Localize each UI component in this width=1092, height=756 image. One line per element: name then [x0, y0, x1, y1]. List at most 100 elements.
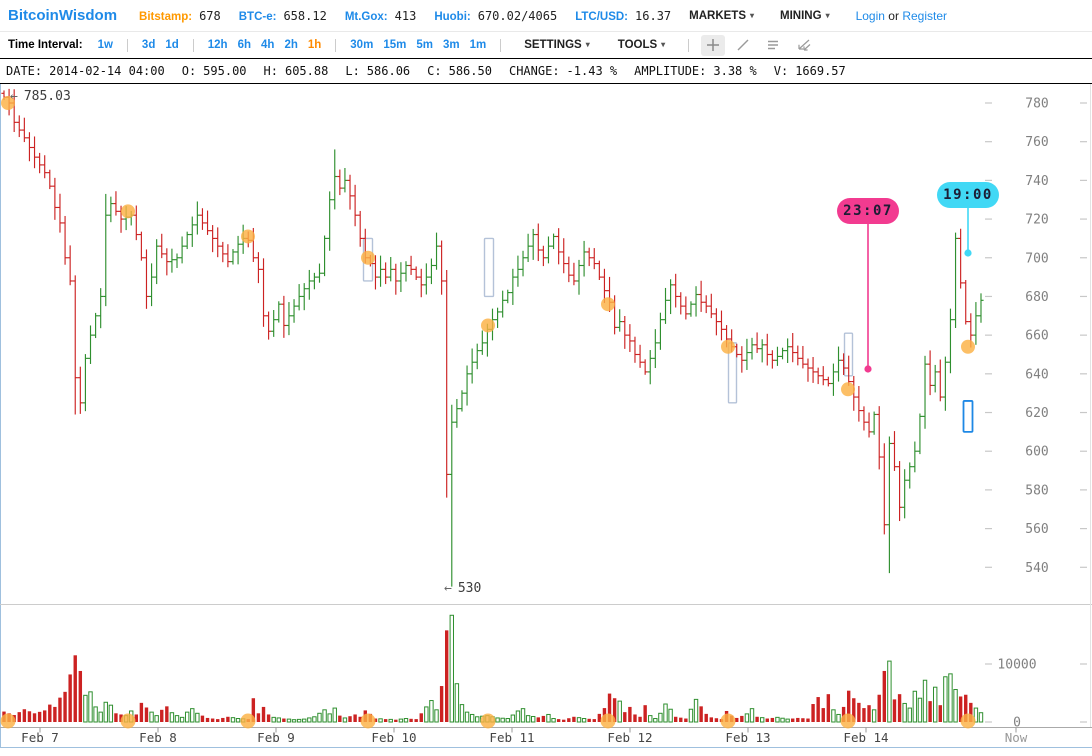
left-arrow-icon: ← [10, 89, 18, 104]
ticker-value: 16.37 [635, 8, 672, 23]
ticker-item[interactable]: Bitstamp: 678 [139, 9, 221, 23]
ohlc-field: C: 586.50 [427, 64, 492, 78]
svg-text:760: 760 [1025, 135, 1048, 150]
svg-text:560: 560 [1025, 522, 1048, 537]
markets-menu[interactable]: MARKETS ▾ [689, 10, 754, 22]
login-link[interactable]: Login [855, 8, 885, 23]
interval-toolbar: Time Interval: 1w 3d 1d 12h 6h 4h 2h 1h 30m 15m 5m… [0, 32, 1092, 58]
markets-menu-label: MARKETS [689, 9, 747, 22]
svg-text:Feb 7: Feb 7 [21, 730, 59, 745]
ohlc-info-bar: DATE: 2014-02-14 04:00 O: 595.00 H: 605.88 L: 5… [0, 58, 1092, 84]
interval-link-3m[interactable]: 3m [442, 39, 460, 51]
interval-link-12h[interactable]: 12h [207, 39, 228, 51]
ohlc-field-value: 595.00 [203, 64, 247, 78]
ohlc-field: H: 605.88 [264, 64, 329, 78]
ticker-label: BTC-e: [238, 10, 277, 23]
ohlc-field-value: 2014-02-14 04:00 [49, 64, 165, 78]
price-volume-chart[interactable]: 780 760 740 720 700 680 660 640 620 600 580 560 540 1… [0, 84, 1092, 756]
app-logo[interactable]: BitcoinWisdom [8, 7, 118, 24]
interval-link-1m[interactable]: 1m [469, 39, 487, 51]
settings-menu[interactable]: SETTINGS ▾ [524, 39, 590, 51]
chart-area: 780 760 740 720 700 680 660 640 620 600 580 560 540 1… [0, 84, 1092, 756]
interval-group-divider [126, 38, 128, 52]
register-link[interactable]: Register [902, 8, 947, 23]
svg-text:10000: 10000 [997, 658, 1036, 673]
order-marker-boxes [362, 237, 974, 433]
interval-link-3d[interactable]: 3d [141, 39, 156, 51]
svg-text:Feb 13: Feb 13 [725, 730, 770, 745]
interval-group-divider [335, 38, 337, 52]
interval-link-1w[interactable]: 1w [97, 39, 113, 51]
interval-link-30m[interactable]: 30m [350, 39, 374, 51]
interval-group-divider [192, 38, 194, 52]
interval-link-5m[interactable]: 5m [416, 39, 433, 51]
toolbar-divider [688, 38, 690, 52]
ticker-value: 678 [199, 8, 221, 23]
ohlc-field: V: 1669.57 [774, 64, 846, 78]
time-alert-pill-pink[interactable]: 23:07 [837, 198, 899, 224]
interval-group-divider [500, 38, 502, 52]
chevron-down-icon: ▾ [825, 10, 830, 20]
crosshair-tool-button[interactable] [701, 34, 726, 56]
svg-text:Feb 11: Feb 11 [489, 730, 534, 745]
session-low-annotation: ← 530 [444, 581, 481, 596]
ticker-value: 670.02/4065 [477, 8, 558, 23]
interval-link-6h[interactable]: 6h [237, 39, 252, 51]
or-text: or [888, 8, 899, 23]
ticker-item[interactable]: Huobi: 670.02/4065 [434, 9, 557, 23]
svg-text:Feb 12: Feb 12 [607, 730, 652, 745]
tools-menu-label: TOOLS [617, 39, 658, 51]
ohlc-field-value: 3.38 % [713, 64, 757, 78]
svg-text:600: 600 [1025, 445, 1048, 460]
svg-text:Feb 8: Feb 8 [139, 730, 177, 745]
time-axis: Feb 7 Feb 8 Feb 9 Feb 10 Feb 11 Feb 12 Feb 13 F… [21, 727, 1028, 745]
session-high-annotation: ← 785.03 [10, 89, 71, 104]
daily-marker-dots [0, 96, 976, 729]
auth-links: Login or Register [856, 9, 947, 23]
angle-tool-icon [798, 39, 811, 51]
interval-link-4h[interactable]: 4h [261, 39, 275, 51]
ohlc-field: DATE: 2014-02-14 04:00 [6, 64, 165, 78]
ohlc-field-label: L: [345, 64, 360, 78]
svg-text:580: 580 [1025, 483, 1048, 498]
crosshair-tool-icon [707, 39, 720, 51]
horizontal-line-tool-button[interactable] [761, 35, 785, 56]
ticker-list: Bitstamp: 678 BTC-e: 658.12 Mt.Gox: 413 Huobi:… [139, 9, 689, 23]
ticker-item[interactable]: BTC-e: 658.12 [239, 9, 327, 23]
trendline-tool-icon [737, 39, 749, 51]
candles-layer [1, 88, 984, 587]
svg-text:Feb 9: Feb 9 [257, 730, 295, 745]
ohlc-field-value: 586.06 [366, 64, 411, 78]
ticker-item[interactable]: Mt.Gox: 413 [345, 9, 417, 23]
ticker-label: Bitstamp: [139, 10, 193, 23]
ohlc-field-value: 605.88 [284, 64, 329, 78]
interval-link-2h[interactable]: 2h [284, 39, 298, 51]
interval-link-15m[interactable]: 15m [383, 39, 407, 51]
tools-menu[interactable]: TOOLS ▾ [618, 39, 665, 51]
chevron-down-icon: ▾ [585, 40, 590, 49]
price-axis: 780 760 740 720 700 680 660 640 620 600 580 560 540 1… [985, 97, 1087, 731]
chart-frame [0, 84, 1092, 748]
ohlc-field: O: 595.00 [182, 64, 247, 78]
time-interval-label: Time Interval: [8, 39, 83, 51]
svg-text:720: 720 [1025, 213, 1048, 228]
mining-menu[interactable]: MINING ▾ [780, 10, 830, 22]
ticker-item[interactable]: LTC/USD: 16.37 [575, 9, 671, 23]
svg-text:640: 640 [1025, 367, 1048, 382]
ohlc-field-label: AMPLITUDE: [634, 64, 707, 78]
ohlc-field-value: 1669.57 [795, 64, 846, 78]
ohlc-field-value: -1.43 % [566, 64, 618, 78]
angle-tool-button[interactable] [791, 35, 815, 56]
time-alert-pill-cyan[interactable]: 19:00 [937, 182, 999, 208]
ticker-label: Huobi: [434, 10, 471, 23]
svg-text:700: 700 [1025, 251, 1048, 266]
ohlc-field-label: DATE: [6, 64, 43, 78]
chevron-down-icon: ▾ [750, 10, 755, 20]
interval-link-1h[interactable]: 1h [307, 39, 322, 51]
interval-link-group: 1w 3d 1d 12h 6h 4h 2h 1h 30m 15m 5m 3m 1m [93, 38, 511, 52]
ohlc-field-value: 586.50 [448, 64, 492, 78]
trendline-tool-button[interactable] [731, 35, 755, 56]
interval-link-1d[interactable]: 1d [165, 39, 179, 51]
svg-text:620: 620 [1025, 406, 1048, 421]
ticker-label: LTC/USD: [575, 10, 629, 23]
